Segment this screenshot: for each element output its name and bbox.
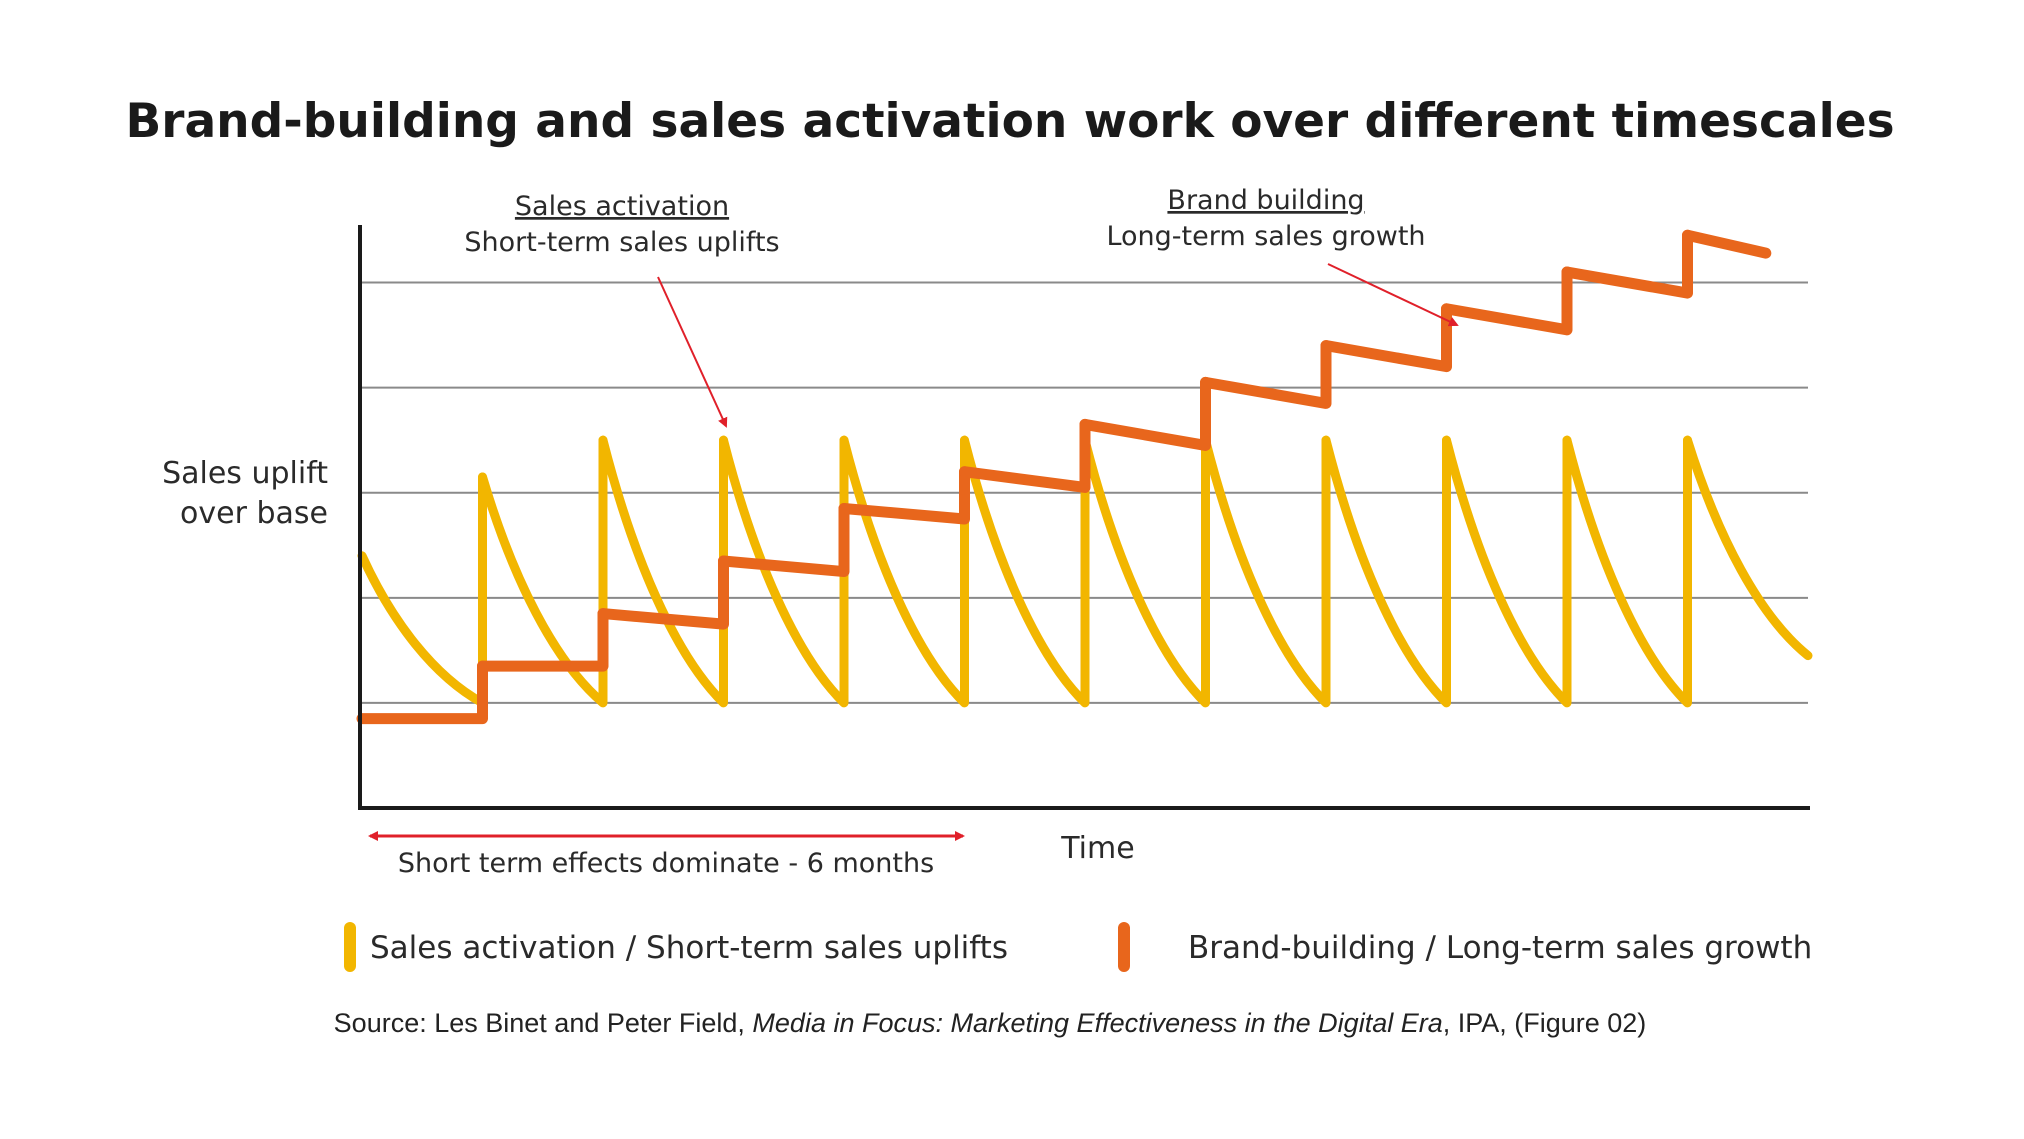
legend-activation-swatch	[344, 922, 356, 972]
source-suffix: , IPA, (Figure 02)	[1443, 1008, 1647, 1038]
annotation-brand-arrow	[1327, 263, 1459, 327]
legend-activation-label: Sales activation / Short-term sales upli…	[370, 930, 1008, 966]
brand-step	[1320, 303, 1452, 373]
brand-step	[838, 466, 970, 525]
annotation-activation-subtitle: Short-term sales uplifts	[464, 227, 779, 258]
brand-step	[1441, 266, 1573, 336]
short-term-label: Short term effects dominate - 6 months	[398, 848, 934, 879]
activation-series	[357, 435, 1813, 708]
activation-pulse	[1080, 435, 1210, 708]
activation-pulse	[1683, 435, 1813, 661]
activation-pulse	[598, 435, 728, 708]
activation-pulse	[357, 472, 487, 708]
brand-step	[1561, 229, 1693, 299]
annotation-brand-heading: Brand building	[1167, 185, 1364, 216]
activation-pulse	[960, 435, 1090, 708]
brand-step	[477, 608, 609, 672]
activation-pulse	[1442, 435, 1572, 708]
y-axis-label-line2: over base	[180, 496, 328, 531]
brand-step	[356, 660, 488, 725]
activation-pulse	[478, 435, 608, 708]
activation-pulse	[839, 435, 969, 708]
activation-pulse	[1321, 435, 1451, 708]
activation-pulse	[719, 435, 849, 708]
source-prefix: Source: Les Binet and Peter Field,	[334, 1008, 753, 1038]
activation-pulse	[1562, 435, 1692, 708]
source-title: Media in Focus: Marketing Effectiveness …	[752, 1008, 1442, 1038]
chart-title: Brand-building and sales activation work…	[125, 94, 1894, 149]
y-axis-label-line1: Sales uplift	[162, 456, 328, 491]
annotation-brand-subtitle: Long-term sales growth	[1106, 221, 1425, 252]
brand-step	[1079, 376, 1211, 451]
brand-step	[1200, 340, 1332, 409]
annotation-activation-heading: Sales activation	[515, 191, 729, 222]
x-axis-label: Time	[1060, 831, 1134, 866]
source-note: Source: Les Binet and Peter Field, Media…	[334, 1008, 1647, 1038]
legend-brand-swatch	[1118, 922, 1130, 972]
brand-step	[959, 418, 1091, 493]
brand-step	[1682, 229, 1772, 259]
brand-step	[718, 502, 850, 578]
brand-step	[597, 555, 729, 630]
legend-brand-label: Brand-building / Long-term sales growth	[1188, 930, 1812, 966]
annotation-activation-arrow	[657, 276, 728, 428]
brand-series	[356, 229, 1772, 725]
activation-pulse	[1201, 435, 1331, 708]
